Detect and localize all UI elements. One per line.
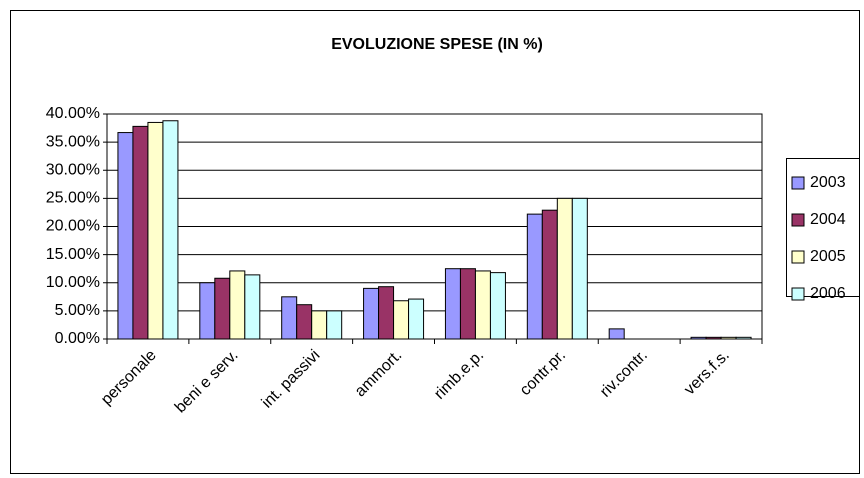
bar — [132, 125, 149, 340]
bar — [229, 270, 246, 340]
bar — [378, 286, 395, 340]
bar — [474, 270, 491, 340]
y-tick-label: 40.00% — [46, 105, 100, 122]
legend-swatch — [791, 287, 805, 301]
y-tick-label: 35.00% — [46, 133, 100, 150]
bar — [244, 274, 261, 340]
bar — [608, 328, 625, 340]
bar — [214, 277, 231, 340]
bar — [363, 287, 380, 340]
bar — [147, 121, 164, 340]
bar — [489, 272, 506, 340]
legend-swatch — [791, 250, 805, 264]
bar — [117, 132, 134, 340]
bar — [199, 282, 216, 340]
bar — [541, 209, 558, 340]
bar — [459, 268, 476, 340]
bar — [311, 310, 328, 340]
bar — [571, 197, 588, 340]
y-tick-label: 15.00% — [46, 246, 100, 263]
y-tick-label: 0.00% — [55, 330, 100, 347]
bar — [526, 213, 543, 340]
legend-label: 2003 — [810, 174, 846, 191]
bar — [162, 120, 179, 340]
y-tick-label: 25.00% — [46, 190, 100, 207]
bar — [556, 197, 573, 340]
y-tick-label: 10.00% — [46, 274, 100, 291]
bar — [296, 304, 313, 340]
legend-swatch — [791, 176, 805, 190]
y-tick-label: 5.00% — [55, 302, 100, 319]
legend-box — [786, 158, 860, 297]
chart-title: EVOLUZIONE SPESE (IN %) — [331, 36, 543, 53]
legend-label: 2005 — [810, 248, 846, 265]
legend-label: 2006 — [810, 285, 846, 302]
bar — [444, 268, 461, 340]
y-tick-label: 30.00% — [46, 161, 100, 178]
y-tick-label: 20.00% — [46, 218, 100, 235]
bar — [393, 300, 410, 340]
bar — [326, 310, 343, 340]
legend-label: 2004 — [810, 211, 846, 228]
bar — [408, 298, 425, 340]
legend-swatch — [791, 213, 805, 227]
bar — [281, 296, 298, 340]
